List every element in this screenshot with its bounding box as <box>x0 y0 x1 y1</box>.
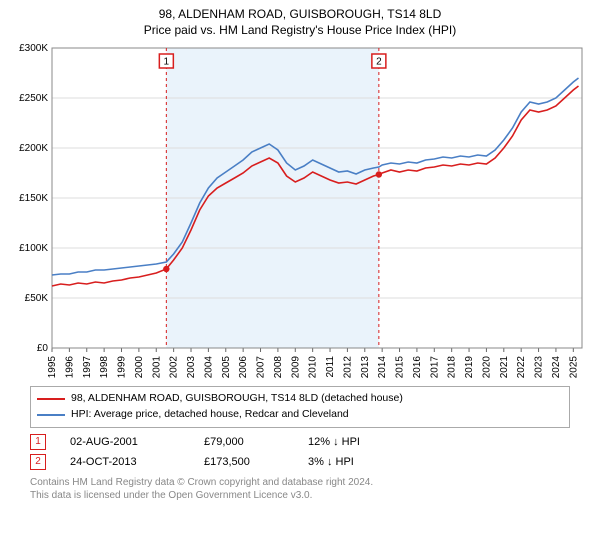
svg-text:2001: 2001 <box>151 356 162 379</box>
svg-text:2006: 2006 <box>238 356 249 379</box>
svg-text:£50K: £50K <box>25 293 49 304</box>
svg-text:£0: £0 <box>37 343 49 354</box>
svg-text:2021: 2021 <box>499 356 510 379</box>
svg-text:2004: 2004 <box>203 356 214 379</box>
svg-text:2005: 2005 <box>221 356 232 379</box>
legend-item: 98, ALDENHAM ROAD, GUISBOROUGH, TS14 8LD… <box>37 391 563 407</box>
event-row: 2 24-OCT-2013 £173,500 3% ↓ HPI <box>30 454 570 470</box>
event-delta: 3% ↓ HPI <box>308 456 354 468</box>
svg-text:£100K: £100K <box>19 243 48 254</box>
svg-text:2024: 2024 <box>551 356 562 379</box>
svg-text:2: 2 <box>376 57 382 68</box>
svg-text:2025: 2025 <box>568 356 579 379</box>
event-date: 02-AUG-2001 <box>70 436 180 448</box>
svg-text:1: 1 <box>164 57 170 68</box>
svg-text:2017: 2017 <box>429 356 440 379</box>
svg-text:2003: 2003 <box>186 356 197 379</box>
event-row: 1 02-AUG-2001 £79,000 12% ↓ HPI <box>30 434 570 450</box>
svg-text:2010: 2010 <box>308 356 319 379</box>
event-marker: 2 <box>30 454 46 470</box>
chart-svg: £0 £50K £100K £150K £200K £250K £300K 1995 1996 1… <box>10 40 590 380</box>
svg-text:2011: 2011 <box>325 356 336 378</box>
svg-text:2012: 2012 <box>342 356 353 379</box>
chart-title: 98, ALDENHAM ROAD, GUISBOROUGH, TS14 8LD… <box>0 0 600 38</box>
svg-text:2018: 2018 <box>447 356 458 379</box>
price-chart: £0 £50K £100K £150K £200K £250K £300K 1995 1996 1… <box>10 40 590 380</box>
legend-swatch <box>37 414 65 416</box>
event-date: 24-OCT-2013 <box>70 456 180 468</box>
event-marker: 1 <box>30 434 46 450</box>
svg-text:£300K: £300K <box>19 43 48 54</box>
svg-text:2002: 2002 <box>169 356 180 379</box>
svg-text:2000: 2000 <box>134 356 145 379</box>
svg-text:£250K: £250K <box>19 93 48 104</box>
title-line1: 98, ALDENHAM ROAD, GUISBOROUGH, TS14 8LD <box>0 6 600 22</box>
svg-text:1998: 1998 <box>99 356 110 379</box>
event-price: £173,500 <box>204 456 284 468</box>
event-price: £79,000 <box>204 436 284 448</box>
svg-text:2019: 2019 <box>464 356 475 379</box>
svg-text:2015: 2015 <box>395 356 406 379</box>
svg-text:1995: 1995 <box>47 356 58 379</box>
legend-item: HPI: Average price, detached house, Redc… <box>37 407 563 423</box>
footer-line1: Contains HM Land Registry data © Crown c… <box>30 476 570 490</box>
legend-label: HPI: Average price, detached house, Redc… <box>71 407 349 423</box>
events-table: 1 02-AUG-2001 £79,000 12% ↓ HPI 2 24-OCT-2013… <box>30 434 570 470</box>
svg-text:1999: 1999 <box>117 356 128 379</box>
svg-text:2020: 2020 <box>481 356 492 379</box>
svg-text:2007: 2007 <box>256 356 267 379</box>
legend-label: 98, ALDENHAM ROAD, GUISBOROUGH, TS14 8LD… <box>71 391 403 407</box>
svg-text:£200K: £200K <box>19 143 48 154</box>
svg-text:2008: 2008 <box>273 356 284 379</box>
title-line2: Price paid vs. HM Land Registry's House … <box>0 22 600 38</box>
svg-text:2016: 2016 <box>412 356 423 379</box>
legend-swatch <box>37 398 65 400</box>
svg-text:2009: 2009 <box>290 356 301 379</box>
footer-line2: This data is licensed under the Open Gov… <box>30 489 570 503</box>
svg-text:£150K: £150K <box>19 193 48 204</box>
svg-text:2022: 2022 <box>516 356 527 379</box>
svg-text:1996: 1996 <box>64 356 75 379</box>
svg-text:2014: 2014 <box>377 356 388 379</box>
legend-box: 98, ALDENHAM ROAD, GUISBOROUGH, TS14 8LD… <box>30 386 570 428</box>
footer-text: Contains HM Land Registry data © Crown c… <box>30 476 570 503</box>
event-delta: 12% ↓ HPI <box>308 436 360 448</box>
svg-text:1997: 1997 <box>82 356 93 379</box>
svg-text:2013: 2013 <box>360 356 371 379</box>
svg-text:2023: 2023 <box>534 356 545 379</box>
